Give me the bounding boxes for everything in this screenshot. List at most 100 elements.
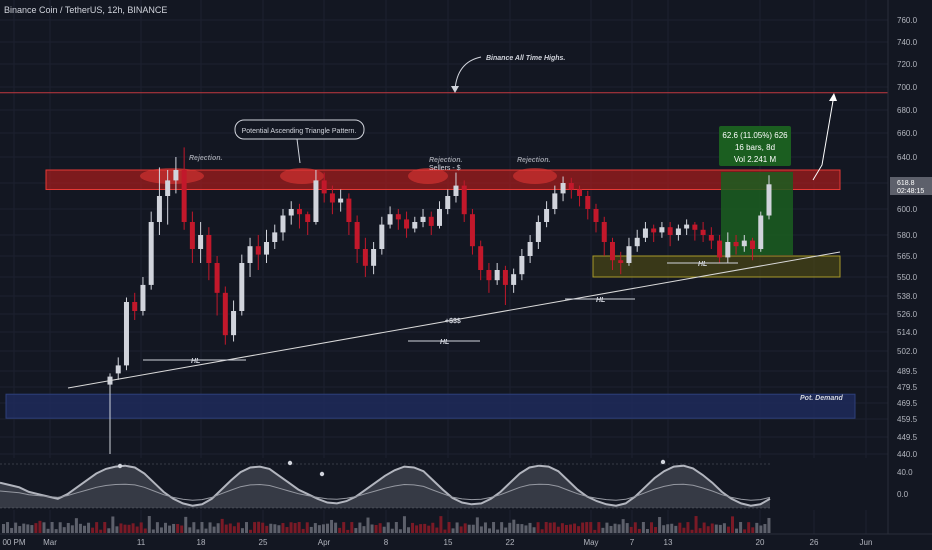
candle-body: [255, 246, 261, 255]
candle-body: [667, 227, 673, 235]
candle-body: [486, 270, 492, 281]
time-tick-label: 13: [664, 538, 673, 547]
price-tick-label: 640.0: [897, 153, 918, 162]
price-tick-label: 680.0: [897, 106, 918, 115]
volume-bar: [338, 527, 342, 533]
volume-bar: [180, 525, 184, 533]
candle-body: [132, 302, 138, 311]
candle-body: [741, 240, 747, 247]
volume-bar: [38, 520, 42, 533]
price-tick-label: 700.0: [897, 83, 918, 92]
candle-body: [123, 302, 129, 366]
price-tick-label: 526.0: [897, 310, 918, 319]
price-tick-label: 538.0: [897, 292, 918, 301]
volume-bar: [342, 522, 346, 533]
candle: [404, 211, 410, 238]
volume-bar: [66, 522, 70, 533]
candle: [486, 263, 492, 293]
volume-bar: [520, 524, 524, 533]
volume-bar: [423, 523, 427, 533]
oscillator-dot: [319, 471, 325, 477]
pattern-callout-box[interactable]: [234, 119, 365, 140]
candle-body: [362, 249, 368, 266]
pot-demand-label: Pot. Demand: [800, 395, 844, 402]
volume-bar: [273, 524, 277, 533]
volume-bar: [613, 523, 617, 533]
candle-body: [231, 311, 237, 336]
candle: [247, 237, 253, 277]
volume-bar: [354, 528, 358, 533]
volume-bar: [18, 526, 22, 533]
candle-body: [247, 246, 253, 263]
candle: [478, 240, 484, 281]
current-price-badge: [890, 177, 932, 195]
candle-body: [453, 185, 459, 196]
volume-bar: [378, 523, 382, 533]
measure-line3: Vol 2.241 M: [734, 155, 777, 164]
candle-body: [568, 183, 574, 190]
candle-body: [519, 256, 525, 275]
volume-bar: [496, 529, 500, 533]
candle-body: [206, 235, 212, 263]
candle-body: [445, 196, 451, 209]
candle-body: [280, 215, 286, 233]
time-axis[interactable]: 00 PM Mar 11 18 25 Apr 8 15 22 May 7 13 20 26 Jun: [2, 538, 872, 547]
volume-bar: [139, 522, 143, 533]
volume-bar: [767, 517, 771, 533]
hl-markers: HL HL HL HL: [143, 261, 738, 365]
candle: [371, 242, 377, 275]
candle-body: [165, 180, 171, 196]
volume-bar: [577, 526, 581, 533]
volume-bar: [439, 516, 443, 533]
candle-body: [181, 170, 187, 222]
volume-bar: [301, 528, 305, 533]
volume-bar: [42, 522, 46, 533]
volume-bar: [358, 522, 362, 533]
volume-bar: [650, 522, 653, 533]
ascending-trendline[interactable]: [67, 251, 841, 389]
hl-label: HL: [596, 297, 605, 304]
time-tick-label: 00 PM: [2, 538, 25, 547]
price-tick-label: 469.5: [897, 399, 918, 408]
volume-bar: [479, 526, 483, 533]
volume-bar: [330, 519, 334, 533]
price-tick-label: 740.0: [897, 38, 918, 47]
candle-body: [379, 224, 385, 249]
volume-bar: [46, 528, 50, 533]
candle: [692, 222, 698, 241]
time-tick-label: May: [583, 538, 598, 547]
candle: [461, 180, 467, 222]
volume-bar: [759, 525, 763, 533]
volume-bar: [731, 516, 734, 533]
candle-body: [371, 249, 377, 266]
volume-bar: [224, 524, 228, 533]
volume-bar: [293, 523, 297, 533]
volume-bar: [14, 522, 18, 533]
oscillator-dot: [287, 460, 293, 466]
price-tick-label: 459.5: [897, 415, 918, 424]
candle: [362, 237, 368, 277]
volume-bar: [6, 522, 10, 533]
candle: [618, 251, 624, 275]
time-tick-label: Apr: [318, 538, 331, 547]
candle: [766, 175, 772, 220]
volume-bar: [212, 526, 216, 533]
candle-body: [214, 263, 220, 293]
volume-bar: [346, 529, 350, 533]
candle: [239, 254, 245, 316]
volume-bar: [370, 524, 374, 533]
oscillator-area: [0, 465, 770, 508]
candle-body: [272, 232, 278, 242]
candle: [140, 277, 146, 316]
volume-bar: [362, 526, 366, 533]
volume-bar: [107, 528, 111, 533]
time-tick-label: 25: [259, 538, 268, 547]
candle: [659, 222, 665, 238]
candle: [601, 216, 607, 256]
volume-bar: [662, 525, 666, 533]
price-tick-label: 660.0: [897, 129, 918, 138]
candle-body: [198, 235, 204, 249]
volume-bar: [714, 524, 718, 533]
volume-bar: [483, 522, 487, 533]
